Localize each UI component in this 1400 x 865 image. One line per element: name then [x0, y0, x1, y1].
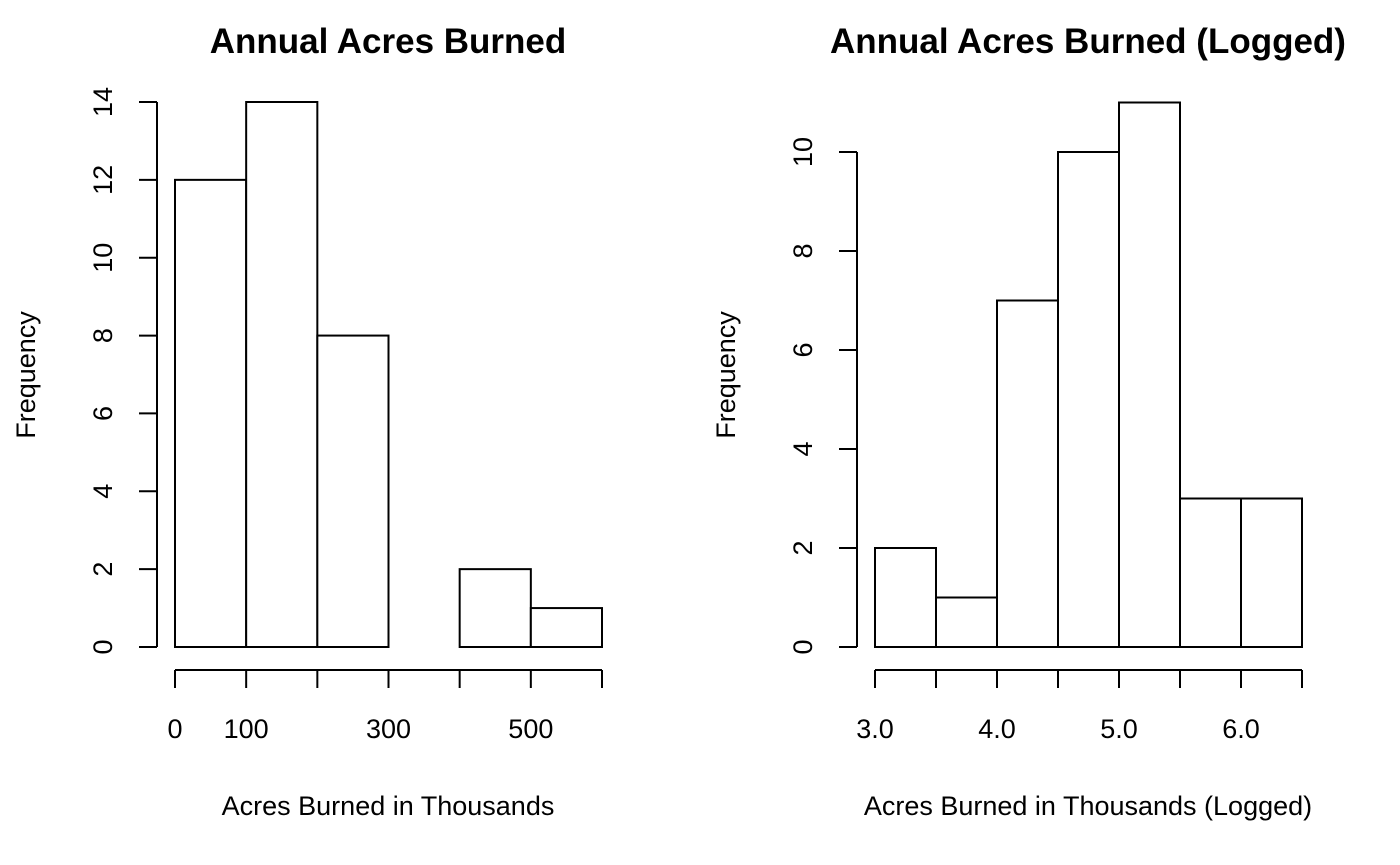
y-tick-label: 4 [88, 484, 118, 499]
histogram-bar [1179, 497, 1242, 648]
x-axis-label: Acres Burned in Thousands [222, 791, 555, 821]
y-axis-label: Frequency [711, 311, 741, 439]
x-tick-label: 500 [508, 714, 553, 744]
y-tick-label: 8 [788, 243, 818, 258]
histogram-bar [1118, 101, 1181, 648]
x-tick-label: 0 [167, 714, 182, 744]
x-tick-label: 300 [366, 714, 411, 744]
y-axis: 0 2 4 6 8 10 [788, 137, 858, 655]
histogram-bar [174, 178, 248, 648]
x-axis: 3.0 4.0 5.0 6.0 [856, 669, 1303, 744]
y-tick-label: 10 [788, 137, 818, 167]
x-axis: 0 100 300 500 [167, 669, 603, 744]
histogram-bar [1240, 497, 1303, 648]
x-axis-label: Acres Burned in Thousands (Logged) [864, 791, 1312, 821]
y-tick-label: 10 [88, 243, 118, 273]
histogram-bar [935, 596, 998, 648]
y-tick-label: 14 [88, 87, 118, 117]
histogram-bar [245, 101, 319, 648]
y-tick-label: 2 [788, 540, 818, 555]
chart-title: Annual Acres Burned [210, 22, 567, 61]
y-tick-label: 4 [788, 441, 818, 456]
histogram-bar [874, 547, 937, 648]
x-tick-label: 4.0 [978, 714, 1016, 744]
y-tick-label: 0 [788, 639, 818, 654]
bars [174, 101, 603, 649]
chart-title: Annual Acres Burned (Logged) [830, 22, 1346, 61]
histogram-bar [1057, 151, 1120, 648]
panel-right: Annual Acres Burned (Logged) Acres Burne… [711, 22, 1346, 821]
y-axis-label: Frequency [11, 311, 41, 439]
y-tick-label: 6 [88, 406, 118, 421]
histogram-bar [458, 568, 532, 649]
y-tick-label: 12 [88, 165, 118, 195]
y-tick-label: 8 [88, 328, 118, 343]
histogram-bar [529, 607, 603, 648]
y-tick-label: 2 [88, 562, 118, 577]
histogram-bar [996, 299, 1059, 648]
panel-left: Annual Acres Burned Acres Burned in Thou… [11, 22, 603, 821]
histogram-bar [316, 334, 390, 648]
x-tick-label: 100 [224, 714, 269, 744]
y-tick-label: 0 [88, 639, 118, 654]
y-axis: 0 2 4 6 8 10 12 14 [88, 87, 158, 655]
x-tick-label: 3.0 [856, 714, 894, 744]
x-tick-label: 6.0 [1222, 714, 1260, 744]
bars [874, 101, 1303, 648]
x-tick-label: 5.0 [1100, 714, 1138, 744]
y-tick-label: 6 [788, 342, 818, 357]
